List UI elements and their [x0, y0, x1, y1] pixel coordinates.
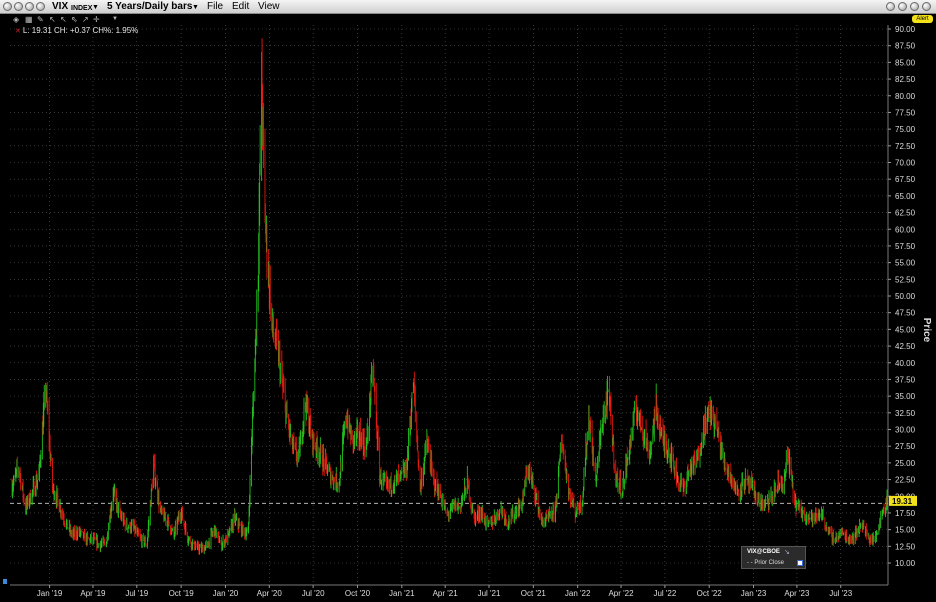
menu-file[interactable]: File — [207, 1, 224, 12]
window-title-bar: VIX INDEX ▼ 5 Years/Daily bars ▼ File Ed… — [0, 0, 936, 14]
y-tick-label: 80.00 — [895, 92, 916, 101]
x-tick-label: Jan '19 — [37, 589, 63, 598]
y-tick-label: 17.50 — [895, 509, 916, 518]
y-tick-label: 15.00 — [895, 526, 916, 535]
y-tick-label: 27.50 — [895, 442, 916, 451]
line-tool-icon[interactable]: ⇖ — [71, 15, 78, 24]
x-tick-label: Apr '20 — [257, 589, 283, 598]
alert-button[interactable]: Alert — [912, 15, 933, 23]
window-button-icon[interactable] — [910, 2, 919, 11]
x-tick-label: Apr '23 — [784, 589, 810, 598]
y-tick-label: 30.00 — [895, 426, 916, 435]
x-tick-label: Jan '21 — [389, 589, 415, 598]
x-tick-label: Jul '21 — [478, 589, 501, 598]
menu-edit[interactable]: Edit — [232, 1, 250, 12]
cursor-tool-icon[interactable]: ↖ — [49, 15, 56, 24]
timeframe-dropdown-icon[interactable]: ▼ — [192, 4, 199, 11]
close-legend-icon[interactable]: ✕ — [15, 28, 21, 35]
y-tick-label: 65.00 — [895, 192, 916, 201]
legend-text: L: 19.31 CH: +0.37 CH%: 1.95% — [22, 26, 139, 35]
x-tick-label: Oct '20 — [345, 589, 371, 598]
symbol-label[interactable]: VIX — [52, 1, 69, 12]
x-tick-label: Jul '23 — [829, 589, 852, 598]
close-icon[interactable] — [922, 2, 931, 11]
y-tick-label: 62.50 — [895, 209, 916, 218]
y-tick-label: 10.00 — [895, 559, 916, 568]
chart-type-icon[interactable]: ▦ — [25, 15, 33, 24]
y-tick-label: 85.00 — [895, 58, 916, 67]
y-tick-label: 22.50 — [895, 476, 916, 485]
x-tick-label: Jan '22 — [565, 589, 591, 598]
y-tick-label: 45.00 — [895, 325, 916, 334]
symbol-dropdown-icon[interactable]: ▼ — [92, 4, 99, 11]
price-legend: ✕ L: 19.31 CH: +0.37 CH%: 1.95% — [15, 26, 138, 37]
chart-key-panel: VIX@CBOE ↘ - - Prior Close — [741, 546, 806, 569]
pan-tool-icon[interactable]: ↖ — [60, 15, 67, 24]
window-button-icon[interactable] — [886, 2, 895, 11]
x-tick-label: Apr '19 — [80, 589, 106, 598]
y-tick-label: 12.50 — [895, 542, 916, 551]
y-tick-label: 50.00 — [895, 292, 916, 301]
pin-icon[interactable]: ↘ — [784, 549, 790, 556]
y-tick-label: 25.00 — [895, 459, 916, 468]
price-chart[interactable]: 90.00 87.50 85.00 82.50 80.00 77.50 75.00 72.50… — [0, 25, 936, 602]
y-tick-label: 42.50 — [895, 342, 916, 351]
y-tick-label: 72.50 — [895, 142, 916, 151]
y-tick-label: 52.50 — [895, 275, 916, 284]
settings-icon[interactable]: ◈ — [13, 15, 20, 24]
y-tick-label: 82.50 — [895, 75, 916, 84]
prior-close-label: - - Prior Close — [747, 560, 785, 566]
window-button-icon[interactable] — [14, 2, 23, 11]
prior-close-checkbox[interactable] — [797, 560, 803, 566]
y-tick-label: 32.50 — [895, 409, 916, 418]
window-button-icon[interactable] — [898, 2, 907, 11]
y-tick-label: 60.00 — [895, 225, 916, 234]
chevron-down-icon[interactable]: ▼ — [112, 16, 118, 22]
x-tick-label: Jul '20 — [302, 589, 325, 598]
x-tick-label: Oct '22 — [697, 589, 723, 598]
y-tick-label: 35.00 — [895, 392, 916, 401]
y-tick-label: 90.00 — [895, 25, 916, 34]
draw-tool-icon[interactable]: ✎ — [37, 15, 44, 24]
menu-view[interactable]: View — [258, 1, 280, 12]
x-tick-label: Jan '23 — [741, 589, 767, 598]
y-tick-label: 77.50 — [895, 108, 916, 117]
y-tick-label: 57.50 — [895, 242, 916, 251]
x-tick-label: Jan '20 — [213, 589, 239, 598]
y-tick-label: 70.00 — [895, 159, 916, 168]
crosshair-icon[interactable]: ✛ — [93, 15, 100, 24]
y-tick-label: 40.00 — [895, 359, 916, 368]
x-tick-label: Apr '22 — [608, 589, 634, 598]
scroll-marker[interactable] — [3, 579, 7, 584]
y-tick-label: 87.50 — [895, 42, 916, 51]
timeframe-selector[interactable]: 5 Years/Daily bars — [107, 1, 193, 12]
window-button-icon[interactable] — [3, 2, 12, 11]
y-tick-label: 55.00 — [895, 259, 916, 268]
y-axis-label: Price — [921, 318, 932, 343]
window-button-icon[interactable] — [25, 2, 34, 11]
x-tick-label: Apr '21 — [433, 589, 459, 598]
y-tick-label: 75.00 — [895, 125, 916, 134]
symbol-suffix: INDEX — [71, 5, 93, 12]
y-tick-label: 47.50 — [895, 309, 916, 318]
x-tick-label: Oct '21 — [521, 589, 547, 598]
x-tick-label: Jul '22 — [653, 589, 676, 598]
x-tick-label: Jul '19 — [125, 589, 148, 598]
last-price-tag — [889, 495, 917, 506]
last-price-label: 19.31 — [892, 497, 913, 506]
key-title: VIX@CBOE — [747, 549, 780, 555]
x-tick-label: Oct '19 — [169, 589, 195, 598]
zoom-tool-icon[interactable]: ↗ — [82, 15, 89, 24]
window-button-icon[interactable] — [36, 2, 45, 11]
y-tick-label: 67.50 — [895, 175, 916, 184]
chart-toolbar: ◈ ▦ ✎ ↖ ↖ ⇖ ↗ ✛ ▼ — [0, 14, 936, 25]
y-tick-label: 37.50 — [895, 375, 916, 384]
